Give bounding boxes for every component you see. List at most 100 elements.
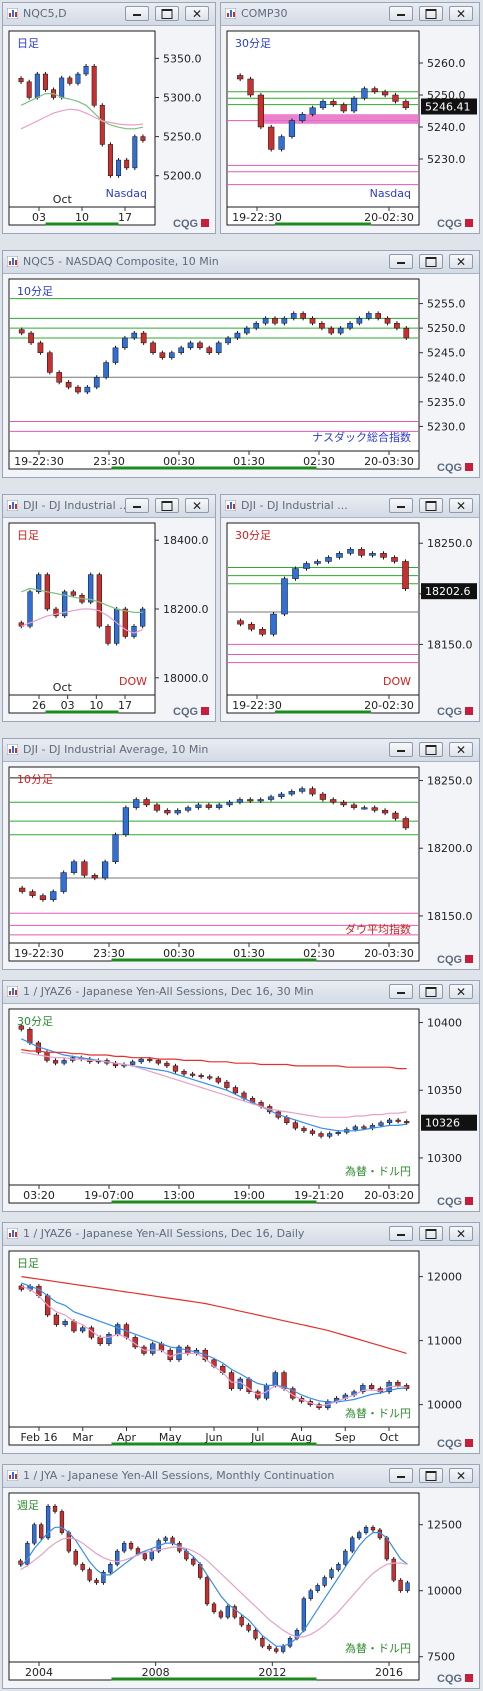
- svg-text:CQG: CQG: [437, 462, 462, 474]
- title-bar[interactable]: 1 / JYAZ6 - Japanese Yen-All Sessions, D…: [3, 981, 479, 1004]
- price-chart[interactable]: 18250.0 18200.0 18150.0 19-22:30 23:30 00:30 0…: [3, 761, 479, 967]
- chart-app-icon: [7, 1470, 18, 1481]
- candle-body: [278, 793, 285, 798]
- y-tick-label: 10350: [427, 1084, 462, 1097]
- candle-body: [395, 1119, 401, 1122]
- x-tick-label: 2012: [258, 1666, 286, 1679]
- cqg-logo: CQG: [437, 954, 473, 966]
- chart-window-jyaz6-daily: 1 / JYAZ6 - Japanese Yen-All Sessions, D…: [2, 1222, 480, 1454]
- close-button[interactable]: ✕: [449, 742, 473, 757]
- minimize-button[interactable]: [125, 498, 149, 513]
- close-button[interactable]: ✕: [449, 254, 473, 269]
- close-button[interactable]: ✕: [449, 1468, 473, 1483]
- close-button[interactable]: ✕: [449, 984, 473, 999]
- title-bar[interactable]: DJI - DJ Industrial ... ✕: [221, 495, 479, 518]
- candle-body: [19, 887, 26, 892]
- candle-body: [112, 834, 119, 863]
- candle-body: [225, 1606, 230, 1618]
- maximize-button[interactable]: [155, 498, 179, 513]
- price-chart[interactable]: 18250.018200.018150.018202.619-22:3020-0…: [221, 517, 479, 719]
- candle-body: [140, 332, 147, 344]
- candle-body: [371, 88, 378, 93]
- close-button[interactable]: ✕: [449, 6, 473, 21]
- candle-body: [319, 101, 327, 109]
- candle-body: [391, 1558, 396, 1581]
- candle-body: [239, 1616, 244, 1626]
- candle-body: [330, 799, 337, 803]
- title-bar[interactable]: 1 / JYA - Japanese Yen-All Sessions, Mon…: [3, 1465, 479, 1488]
- title-bar[interactable]: DJI - DJ Industrial Average, 10 Min ✕: [3, 739, 479, 762]
- candle-body: [39, 895, 47, 900]
- x-tick-label: 20-02:30: [364, 211, 414, 224]
- price-chart[interactable]: 18400.0 18200.0 18000.0 26 03 10 17 Oct 日足 DOW CQG: [3, 517, 215, 719]
- price-chart[interactable]: 5350.0 5300.0 5250.0 5200.0 03 10 17 Oct 日足 Nasda…: [3, 25, 215, 231]
- close-button[interactable]: ✕: [185, 6, 209, 21]
- x-tick-label: 23:30: [93, 455, 125, 468]
- minimize-button[interactable]: [389, 6, 413, 21]
- candle-body: [350, 804, 358, 808]
- minimize-button[interactable]: [125, 6, 149, 21]
- y-tick-label: 11000: [427, 1335, 462, 1348]
- candle-body: [232, 1606, 237, 1618]
- last-price-label: 18202.6: [425, 585, 471, 598]
- candle-body: [384, 318, 391, 324]
- candle-body: [178, 347, 184, 353]
- title-bar[interactable]: NQC5,D ✕: [3, 3, 215, 26]
- plot-area: [8, 1250, 420, 1428]
- candle-body: [174, 810, 181, 814]
- minimize-button[interactable]: [389, 742, 413, 757]
- maximize-button[interactable]: [419, 742, 443, 757]
- candle-body: [42, 73, 48, 90]
- candle-body: [122, 807, 129, 835]
- maximize-button[interactable]: [419, 498, 443, 513]
- title-bar[interactable]: DJI - DJ Industrial ... ✕: [3, 495, 215, 518]
- maximize-button[interactable]: [155, 6, 179, 21]
- timeframe-label: 30分足: [235, 529, 271, 542]
- minimize-button[interactable]: [389, 254, 413, 269]
- minimize-button[interactable]: [389, 1468, 413, 1483]
- cqg-logo: CQG: [437, 706, 473, 718]
- price-chart[interactable]: 12000 11000 10000 Feb 16 Mar Apr May Jun Jul Aug S…: [3, 1245, 479, 1451]
- price-chart[interactable]: 10400 10350 10300 10326 03:20 19-07:00 13:00 19…: [3, 1003, 479, 1209]
- maximize-button[interactable]: [419, 1226, 443, 1241]
- title-bar[interactable]: 1 / JYAZ6 - Japanese Yen-All Sessions, D…: [3, 1223, 479, 1246]
- close-icon: ✕: [455, 254, 467, 269]
- price-chart[interactable]: 5255.0 5250.0 5245.0 5240.0 5235.0 5230.0 19-2…: [3, 273, 479, 475]
- x-tick-label: 19-22:30: [14, 947, 64, 960]
- maximize-button[interactable]: [419, 6, 443, 21]
- minimize-button[interactable]: [389, 1226, 413, 1241]
- maximize-button[interactable]: [419, 984, 443, 999]
- y-tick-label: 5350.0: [163, 52, 202, 65]
- y-tick-label: 5240.0: [427, 371, 466, 384]
- close-button[interactable]: ✕: [449, 498, 473, 513]
- x-tick-label: 03: [61, 699, 75, 712]
- maximize-button[interactable]: [419, 254, 443, 269]
- candle-body: [56, 372, 63, 383]
- minimize-icon: [397, 14, 405, 17]
- minimize-button[interactable]: [389, 984, 413, 999]
- candle-body: [70, 861, 78, 873]
- x-tick-label: 01:30: [233, 947, 265, 960]
- x-tick-label: 13:00: [163, 1189, 195, 1202]
- minimize-button[interactable]: [389, 498, 413, 513]
- candle-body: [164, 1062, 170, 1067]
- candle-body: [128, 1542, 134, 1549]
- close-button[interactable]: ✕: [185, 498, 209, 513]
- cqg-logo: CQG: [437, 1196, 473, 1208]
- candle-body: [368, 1385, 375, 1389]
- candle-body: [140, 608, 146, 627]
- title-bar[interactable]: COMP30 ✕: [221, 3, 479, 26]
- maximize-button[interactable]: [419, 1468, 443, 1483]
- candle-body: [131, 332, 138, 339]
- candle-body: [236, 799, 244, 803]
- close-button[interactable]: ✕: [449, 1226, 473, 1241]
- last-price-marker: [421, 583, 477, 600]
- candle-body: [402, 818, 409, 829]
- candle-body: [303, 563, 310, 569]
- candle-body: [26, 81, 32, 98]
- close-icon: ✕: [455, 984, 467, 999]
- candle-body: [106, 1333, 112, 1345]
- title-bar[interactable]: NQC5 - NASDAQ Composite, 10 Min ✕: [3, 251, 479, 274]
